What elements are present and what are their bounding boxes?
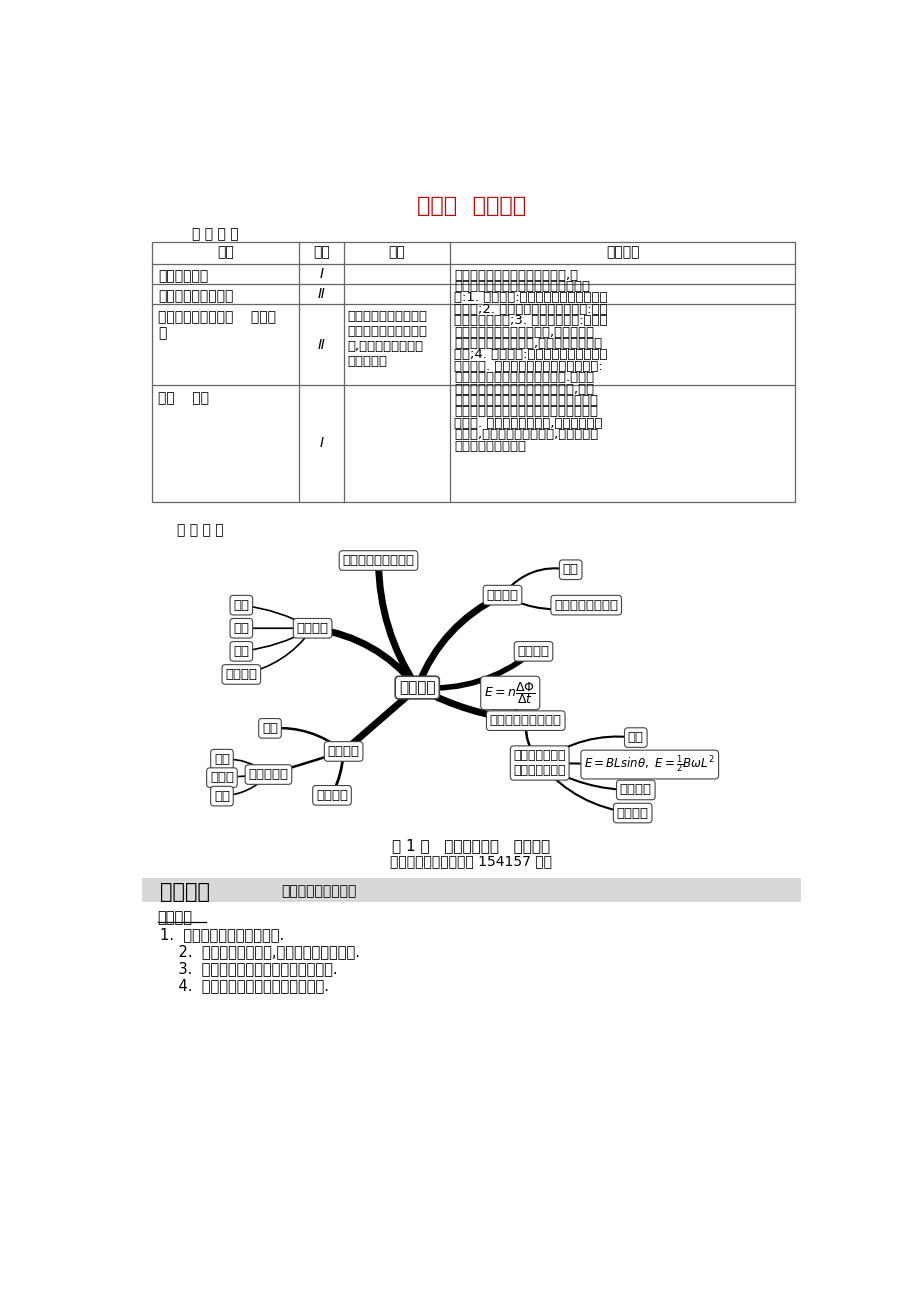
Text: 自感系数: 自感系数 xyxy=(296,622,328,635)
Text: 两个特例: 两个特例 xyxy=(616,806,648,819)
Text: 内容: 内容 xyxy=(217,246,234,259)
Text: 化和守恒定律、电路分析等诸多力学、电: 化和守恒定律、电路分析等诸多力学、电 xyxy=(454,405,597,418)
Text: 往涉及受力分析、运动过程分析、能量转: 往涉及受力分析、运动过程分析、能量转 xyxy=(454,395,597,408)
Text: 说明: 说明 xyxy=(388,246,404,259)
Text: 大小: 大小 xyxy=(233,622,249,635)
Text: 公式: 公式 xyxy=(627,732,643,743)
Text: 产生感应电流的条件: 产生感应电流的条件 xyxy=(342,553,414,566)
Text: 3.  会用楞次定律判断感应电流的方向.: 3. 会用楞次定律判断感应电流的方向. xyxy=(160,961,337,976)
Text: $E=BLsin\theta ,\ E=\frac{1}{2}B\omega L^2$: $E=BLsin\theta ,\ E=\frac{1}{2}B\omega L… xyxy=(584,754,714,776)
Text: Ⅰ: Ⅰ xyxy=(319,436,323,450)
Text: 导线切割磁感线
时的感应电动势: 导线切割磁感线 时的感应电动势 xyxy=(513,749,565,777)
Text: 对楞次定律的理解: 对楞次定律的理解 xyxy=(553,599,618,612)
Text: 自感    涡流: 自感 涡流 xyxy=(158,391,210,405)
Text: 能量转化与守恒定律: 能量转化与守恒定律 xyxy=(454,440,526,453)
Text: 本章作为电磁学的重点章节之一,在: 本章作为电磁学的重点章节之一,在 xyxy=(454,268,578,281)
Text: 理过程,建立清晰的物理模型,灵活地运用: 理过程,建立清晰的物理模型,灵活地运用 xyxy=(454,428,598,441)
Text: 动势、感应电流的大小,三是自感现象及其: 动势、感应电流的大小,三是自感现象及其 xyxy=(454,337,602,350)
Text: 感应电流的产生条件: 感应电流的产生条件 xyxy=(158,289,233,303)
Bar xyxy=(142,878,800,902)
Text: （本讲对应学生用书第 154157 页）: （本讲对应学生用书第 154157 页） xyxy=(390,854,552,868)
Text: 应用;4. 三种模型:单杆模型、双杆模型、: 应用;4. 三种模型:单杆模型、双杆模型、 xyxy=(454,349,607,362)
Text: 右手定则: 右手定则 xyxy=(516,644,549,658)
Text: 法拉第电磁感应定律    楞次定
律: 法拉第电磁感应定律 楞次定 律 xyxy=(158,310,276,340)
Text: 明确考向，夯实基础: 明确考向，夯实基础 xyxy=(281,884,357,898)
Text: 几点说明: 几点说明 xyxy=(619,784,651,797)
Text: 定义: 定义 xyxy=(233,599,249,612)
Text: 考 试 说 明: 考 试 说 明 xyxy=(192,227,239,241)
Text: 命题趋势: 命题趋势 xyxy=(606,246,639,259)
Text: 1.  理解感应电流的产生条件.: 1. 理解感应电流的产生条件. xyxy=(160,927,284,943)
Text: 知 识 网 络: 知 识 网 络 xyxy=(176,523,223,538)
Text: 定义: 定义 xyxy=(214,753,230,766)
Text: 单位: 单位 xyxy=(233,644,249,658)
Text: 电磁感应: 电磁感应 xyxy=(399,680,435,695)
Text: 法拉第电磁感应定律: 法拉第电磁感应定律 xyxy=(489,715,562,727)
Text: 考纲解读: 考纲解读 xyxy=(157,910,192,924)
Text: 自主学习: 自主学习 xyxy=(160,881,210,901)
Text: 物理意义: 物理意义 xyxy=(225,668,257,681)
Text: Ⅱ: Ⅱ xyxy=(318,337,324,352)
Text: 重视电磁感应现象中的综合应用题,它往: 重视电磁感应现象中的综合应用题,它往 xyxy=(454,383,594,396)
Text: 线框模型. 在复习中要重视以下几个方面:: 线框模型. 在复习中要重视以下几个方面: xyxy=(454,359,603,372)
Text: 2.  掌握磁通量的概念,并能进行熟练的运用.: 2. 掌握磁通量的概念,并能进行熟练的运用. xyxy=(160,944,359,960)
Text: 要求: 要求 xyxy=(312,246,330,259)
Text: 第十章  电磁感应: 第十章 电磁感应 xyxy=(416,197,526,216)
Text: 内容: 内容 xyxy=(562,564,578,577)
Text: 电磁感应现象: 电磁感应现象 xyxy=(158,270,209,284)
Text: Ⅱ: Ⅱ xyxy=(318,286,324,301)
Text: 应定律;2. 两个感应电流的判定方法:楞次: 应定律;2. 两个感应电流的判定方法:楞次 xyxy=(454,303,607,316)
Text: 定律和右手定则;3. 三个主要内容:一是感: 定律和右手定则;3. 三个主要内容:一是感 xyxy=(454,314,607,327)
Text: 自感现象: 自感现象 xyxy=(327,745,359,758)
Text: 一是对楞次定律本质含义的理解.二是要: 一是对楞次定律本质含义的理解.二是要 xyxy=(454,371,594,384)
Text: 学知识. 分析和解决问题时,要注意分清物: 学知识. 分析和解决问题时,要注意分清物 xyxy=(454,417,602,430)
Text: 复习过程中主要注意以下几个方面的内: 复习过程中主要注意以下几个方面的内 xyxy=(454,280,590,293)
Text: 容:1. 两个定律:楞次定律和法拉第电磁感: 容:1. 两个定律:楞次定律和法拉第电磁感 xyxy=(454,292,607,305)
Text: 自感电动势: 自感电动势 xyxy=(248,768,289,781)
Text: Ⅰ: Ⅰ xyxy=(319,267,323,281)
Text: 第 1 讲   电磁感应现象   楞次定律: 第 1 讲 电磁感应现象 楞次定律 xyxy=(392,837,550,853)
Text: 方向: 方向 xyxy=(214,789,230,802)
Text: 自感: 自感 xyxy=(262,721,278,734)
Text: 应电流的产生条件及其方向,二是感应电: 应电流的产生条件及其方向,二是感应电 xyxy=(454,326,594,339)
Text: $E=n\dfrac{\Delta\Phi}{\Delta t}$: $E=n\dfrac{\Delta\Phi}{\Delta t}$ xyxy=(484,680,536,706)
Text: 楞次定律: 楞次定律 xyxy=(486,589,518,602)
Text: 4.  熟练运用右手定则解决有关问题.: 4. 熟练运用右手定则解决有关问题. xyxy=(160,978,329,993)
Bar xyxy=(152,242,795,503)
Text: 限于导线方向与磁场方
向、运动方向垂直的情
况,有关反电动势的计
算不作要求: 限于导线方向与磁场方 向、运动方向垂直的情 况,有关反电动势的计 算不作要求 xyxy=(347,310,427,368)
Text: 表达式: 表达式 xyxy=(210,771,233,784)
Text: 互感现象: 互感现象 xyxy=(315,789,347,802)
